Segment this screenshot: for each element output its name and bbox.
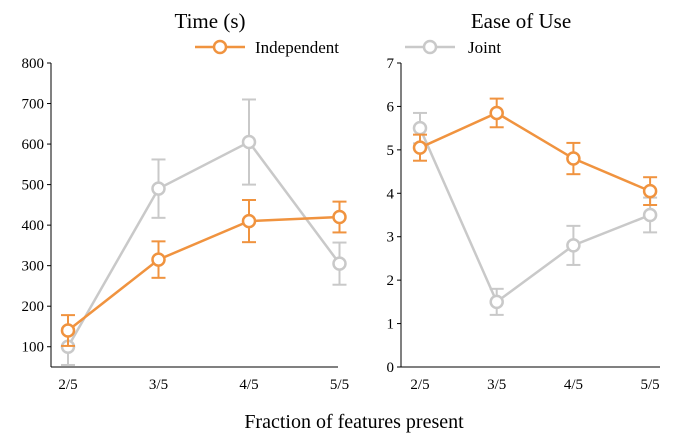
- y-tick-label: 5: [387, 143, 395, 159]
- data-point-independent: [241, 213, 257, 229]
- plot-time: 100 200 300 400 500 600 700 800 2/5 3/5 4/5 5/5: [22, 56, 350, 393]
- x-tick-label: 2/5: [410, 377, 429, 393]
- data-point-independent: [412, 140, 428, 155]
- y-tick-label: 6: [387, 99, 395, 115]
- data-point-joint: [412, 120, 428, 136]
- data-point-independent: [60, 323, 76, 338]
- chart-title-time: Time (s): [175, 9, 246, 33]
- y-tick-label: 200: [22, 299, 45, 315]
- y-tick-label: 1: [387, 317, 395, 333]
- x-tick-label: 4/5: [239, 377, 258, 393]
- data-point-independent: [332, 209, 347, 225]
- data-point-independent: [489, 105, 504, 121]
- y-tick-label: 500: [22, 178, 45, 194]
- y-tick-label: 2: [387, 273, 395, 289]
- data-point-joint: [489, 294, 504, 310]
- y-tick-label: 4: [387, 186, 395, 202]
- legend: Independent Joint: [195, 38, 501, 57]
- data-point-independent: [151, 252, 166, 267]
- y-tick-label: 3: [387, 230, 395, 246]
- plot-ease-of-use: 0 1 2 3 4 5 6 7 2/5 3/5 4/5 5/5: [387, 56, 660, 393]
- y-tick-label: 800: [22, 56, 45, 72]
- x-axis-label: Fraction of features present: [244, 411, 464, 433]
- y-tick-label: 0: [387, 360, 395, 376]
- data-point-joint: [566, 238, 581, 253]
- x-tick-label: 2/5: [58, 377, 77, 393]
- data-point-joint: [151, 181, 166, 196]
- series-line-joint: [418, 127, 651, 304]
- data-point-independent: [642, 183, 658, 199]
- x-tick-label: 3/5: [149, 377, 168, 393]
- series-line-independent: [67, 215, 340, 332]
- data-point-independent: [566, 151, 581, 166]
- x-tick-label: 5/5: [641, 377, 660, 393]
- legend-marker-independent: [212, 39, 228, 55]
- data-point-joint: [241, 134, 257, 150]
- y-tick-label: 100: [22, 340, 45, 356]
- x-tick-label: 5/5: [330, 377, 349, 393]
- y-tick-label: 300: [22, 259, 45, 275]
- legend-label-independent: Independent: [255, 38, 339, 57]
- legend-label-joint: Joint: [468, 38, 501, 57]
- chart-title-ease: Ease of Use: [471, 9, 571, 33]
- x-tick-label: 4/5: [564, 377, 583, 393]
- y-tick-label: 700: [22, 97, 45, 113]
- series-line-joint: [66, 140, 341, 348]
- y-tick-label: 600: [22, 137, 45, 153]
- y-tick-label: 7: [387, 56, 395, 72]
- y-tick-label: 400: [22, 218, 45, 234]
- legend-marker-joint: [422, 39, 438, 55]
- data-point-joint: [642, 207, 658, 223]
- x-tick-label: 3/5: [487, 377, 506, 393]
- data-point-joint: [332, 256, 347, 271]
- series-line-independent: [419, 111, 651, 193]
